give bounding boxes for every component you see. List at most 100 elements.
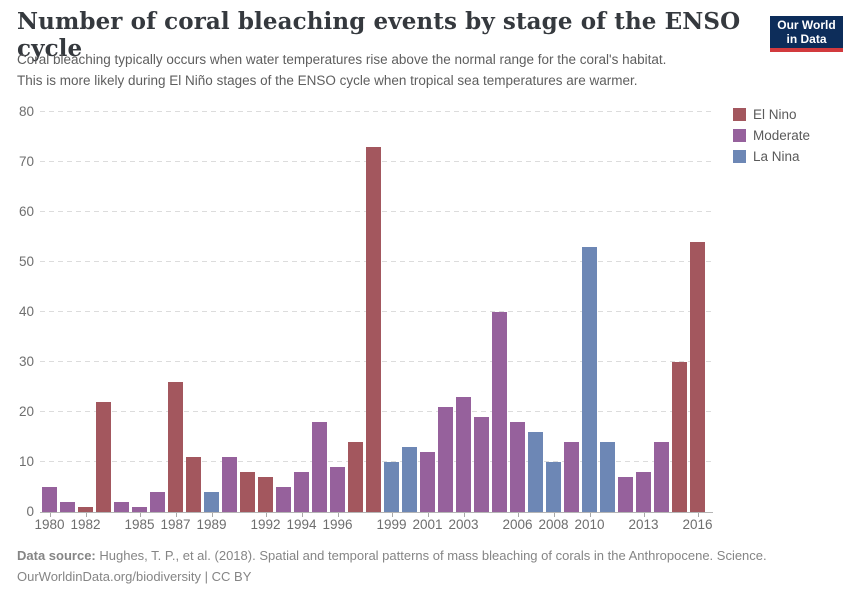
bar-1985[interactable] bbox=[132, 507, 147, 512]
x-axis-label-2016: 2016 bbox=[682, 517, 713, 532]
x-tick-1982 bbox=[85, 513, 87, 517]
bar-1990[interactable] bbox=[222, 457, 237, 512]
bar-2004[interactable] bbox=[474, 417, 489, 512]
x-axis-label-1985: 1985 bbox=[124, 517, 155, 532]
footer-source-label: Data source: bbox=[17, 548, 96, 563]
legend-item-la-nina: La Nina bbox=[733, 149, 810, 164]
y-axis-label-20: 20 bbox=[18, 404, 34, 419]
y-axis-label-40: 40 bbox=[18, 304, 34, 319]
footer-source-line: Data source: Hughes, T. P., et al. (2018… bbox=[17, 545, 827, 566]
x-tick-1994 bbox=[301, 513, 303, 517]
x-axis-label-1999: 1999 bbox=[376, 517, 407, 532]
legend: El Nino Moderate La Nina bbox=[733, 107, 810, 170]
x-tick-1987 bbox=[175, 513, 177, 517]
bar-1996[interactable] bbox=[330, 467, 345, 512]
x-tick-1980 bbox=[49, 513, 51, 517]
x-axis-label-1982: 1982 bbox=[70, 517, 101, 532]
y-axis-label-80: 80 bbox=[18, 104, 34, 119]
owid-logo-line2: in Data bbox=[786, 32, 827, 46]
y-axis-label-10: 10 bbox=[18, 454, 34, 469]
bar-2014[interactable] bbox=[654, 442, 669, 512]
footer-license-line: OurWorldinData.org/biodiversity | CC BY bbox=[17, 566, 827, 587]
bar-1991[interactable] bbox=[240, 472, 255, 512]
bar-1989[interactable] bbox=[204, 492, 219, 512]
x-axis-label-2001: 2001 bbox=[412, 517, 443, 532]
bar-2010[interactable] bbox=[582, 247, 597, 512]
footer-separator: | bbox=[204, 569, 209, 584]
bar-2013[interactable] bbox=[636, 472, 651, 512]
bar-2003[interactable] bbox=[456, 397, 471, 512]
legend-swatch-icon bbox=[733, 129, 746, 142]
footer-url-link[interactable]: OurWorldinData.org/biodiversity bbox=[17, 569, 201, 584]
bar-1987[interactable] bbox=[168, 382, 183, 512]
bar-1992[interactable] bbox=[258, 477, 273, 512]
legend-swatch-icon bbox=[733, 108, 746, 121]
bar-2009[interactable] bbox=[564, 442, 579, 512]
legend-label: El Nino bbox=[753, 107, 797, 122]
y-axis-label-30: 30 bbox=[18, 354, 34, 369]
legend-label: La Nina bbox=[753, 149, 800, 164]
owid-logo-line1: Our World bbox=[777, 18, 836, 32]
x-tick-1992 bbox=[265, 513, 267, 517]
bar-2015[interactable] bbox=[672, 362, 687, 512]
bar-2012[interactable] bbox=[618, 477, 633, 512]
x-tick-1996 bbox=[337, 513, 339, 517]
legend-item-el-nino: El Nino bbox=[733, 107, 810, 122]
legend-item-moderate: Moderate bbox=[733, 128, 810, 143]
x-axis-label-2013: 2013 bbox=[628, 517, 659, 532]
x-tick-2016 bbox=[697, 513, 699, 517]
y-axis-label-0: 0 bbox=[26, 504, 34, 519]
x-tick-1985 bbox=[139, 513, 141, 517]
bar-2001[interactable] bbox=[420, 452, 435, 512]
subtitle-line2: This is more likely during El Niño stage… bbox=[17, 73, 638, 88]
bar-2007[interactable] bbox=[528, 432, 543, 512]
x-tick-1989 bbox=[211, 513, 213, 517]
y-axis-label-60: 60 bbox=[18, 204, 34, 219]
x-axis-label-2006: 2006 bbox=[502, 517, 533, 532]
chart-subtitle: Coral bleaching typically occurs when wa… bbox=[17, 49, 757, 91]
y-axis-label-70: 70 bbox=[18, 154, 34, 169]
x-tick-1999 bbox=[391, 513, 393, 517]
x-tick-2006 bbox=[517, 513, 519, 517]
bar-1994[interactable] bbox=[294, 472, 309, 512]
x-axis-label-2008: 2008 bbox=[538, 517, 569, 532]
bar-1982[interactable] bbox=[78, 507, 93, 512]
x-axis-label-2003: 2003 bbox=[448, 517, 479, 532]
bar-1993[interactable] bbox=[276, 487, 291, 512]
bar-1997[interactable] bbox=[348, 442, 363, 512]
bar-2000[interactable] bbox=[402, 447, 417, 512]
gridline-80 bbox=[40, 111, 713, 112]
page-title: Number of coral bleaching events by stag… bbox=[17, 8, 741, 62]
bar-1995[interactable] bbox=[312, 422, 327, 512]
subtitle-line1: Coral bleaching typically occurs when wa… bbox=[17, 52, 667, 67]
legend-label: Moderate bbox=[753, 128, 811, 143]
chart-footer: Data source: Hughes, T. P., et al. (2018… bbox=[17, 545, 827, 587]
footer-source-text: Hughes, T. P., et al. (2018). Spatial an… bbox=[99, 548, 767, 563]
x-tick-2013 bbox=[643, 513, 645, 517]
bar-1980[interactable] bbox=[42, 487, 57, 512]
bar-1999[interactable] bbox=[384, 462, 399, 512]
bar-1984[interactable] bbox=[114, 502, 129, 512]
bar-1981[interactable] bbox=[60, 502, 75, 512]
plot-area bbox=[40, 111, 713, 513]
x-axis-label-1992: 1992 bbox=[250, 517, 281, 532]
bar-2008[interactable] bbox=[546, 462, 561, 512]
footer-license: CC BY bbox=[211, 569, 252, 584]
bar-2005[interactable] bbox=[492, 312, 507, 512]
bar-1983[interactable] bbox=[96, 402, 111, 512]
bar-2006[interactable] bbox=[510, 422, 525, 512]
bar-2002[interactable] bbox=[438, 407, 453, 512]
x-axis-label-1994: 1994 bbox=[286, 517, 317, 532]
x-tick-2010 bbox=[589, 513, 591, 517]
y-axis-label-50: 50 bbox=[18, 254, 34, 269]
x-axis-label-1989: 1989 bbox=[196, 517, 227, 532]
bar-2011[interactable] bbox=[600, 442, 615, 512]
bar-2016[interactable] bbox=[690, 242, 705, 512]
bar-1988[interactable] bbox=[186, 457, 201, 512]
owid-logo[interactable]: Our World in Data bbox=[770, 16, 843, 52]
bar-1998[interactable] bbox=[366, 147, 381, 512]
x-tick-2001 bbox=[427, 513, 429, 517]
bar-1986[interactable] bbox=[150, 492, 165, 512]
x-axis-label-1996: 1996 bbox=[322, 517, 353, 532]
